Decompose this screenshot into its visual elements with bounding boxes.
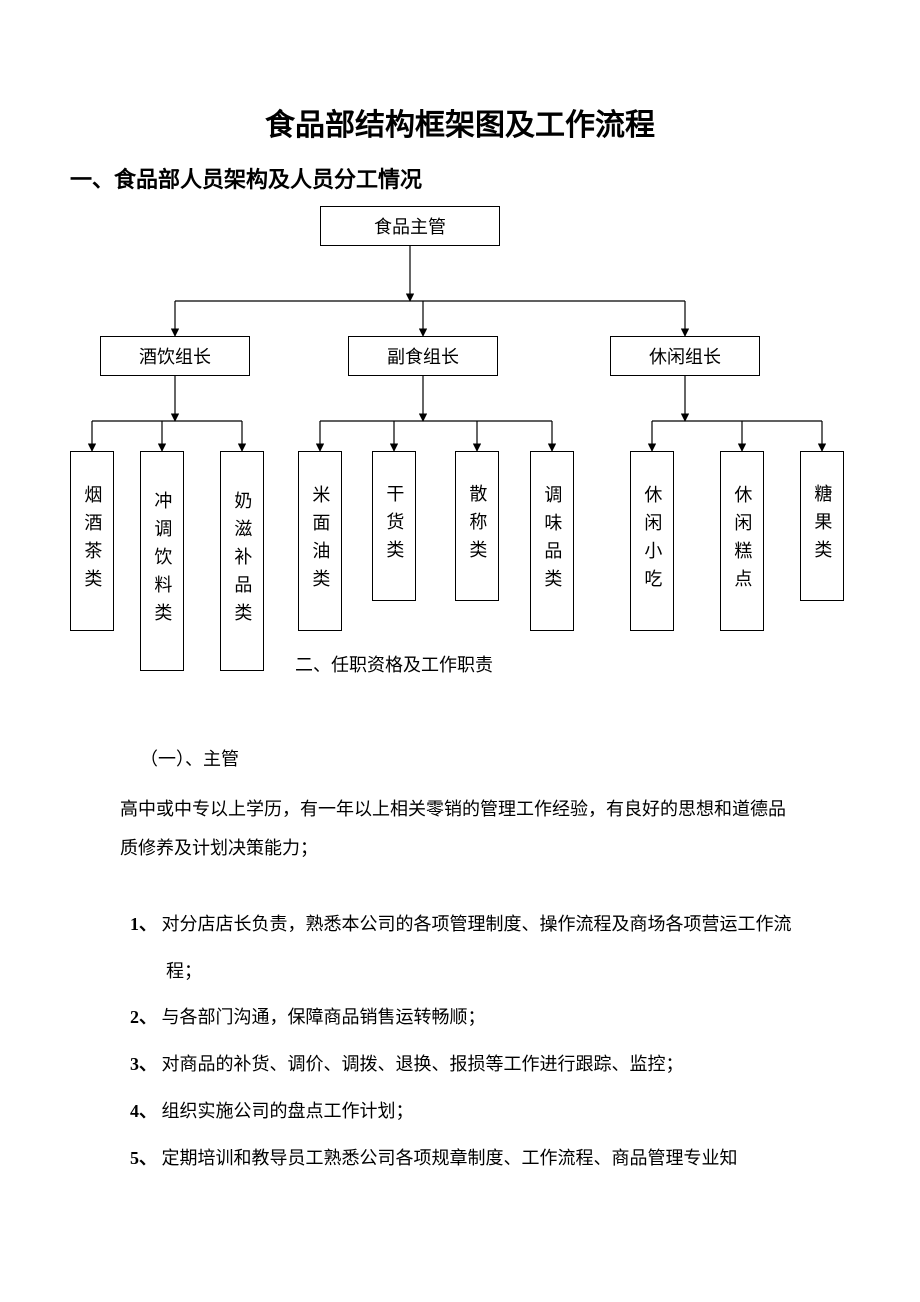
org-node-c3: 奶滋补品类 — [220, 451, 264, 671]
org-node-c1: 烟酒茶类 — [70, 451, 114, 631]
section2-heading: 二、任职资格及工作职责 — [295, 651, 493, 677]
responsibility-item: 1、 对分店店长负责，熟悉本公司的各项管理制度、操作流程及商场各项营运工作流程； — [130, 901, 800, 995]
org-node-g2: 副食组长 — [348, 336, 498, 376]
responsibility-item: 4、 组织实施公司的盘点工作计划； — [130, 1088, 800, 1135]
org-chart: 二、任职资格及工作职责 食品主管酒饮组长 副食组长 休闲组长烟酒茶类冲调饮料类奶滋补… — [70, 206, 850, 716]
org-node-c5: 干货类 — [372, 451, 416, 601]
responsibility-item: 5、 定期培训和教导员工熟悉公司各项规章制度、工作流程、商品管理专业知 — [130, 1135, 800, 1182]
qualification-text: 高中或中专以上学历，有一年以上相关零销的管理工作经验，有良好的思想和道德品质修养… — [120, 790, 800, 869]
responsibility-item: 3、 对商品的补货、调价、调拨、退换、报损等工作进行跟踪、监控； — [130, 1041, 800, 1088]
org-node-g1: 酒饮组长 — [100, 336, 250, 376]
org-node-c6: 散称类 — [455, 451, 499, 601]
sub-heading-supervisor: （一）、主管 — [140, 740, 800, 780]
org-node-root: 食品主管 — [320, 206, 500, 246]
org-node-c4: 米面油类 — [298, 451, 342, 631]
org-node-c2: 冲调饮料类 — [140, 451, 184, 671]
org-node-c7: 调味品类 — [530, 451, 574, 631]
org-node-c10: 糖果类 — [800, 451, 844, 601]
org-node-g3: 休闲组长 — [610, 336, 760, 376]
org-node-c9: 休闲糕点 — [720, 451, 764, 631]
section1-heading: 一、食品部人员架构及人员分工情况 — [70, 162, 850, 194]
doc-title: 食品部结构框架图及工作流程 — [70, 100, 850, 144]
responsibilities-list: 1、 对分店店长负责，熟悉本公司的各项管理制度、操作流程及商场各项营运工作流程；… — [130, 901, 800, 1182]
org-node-c8: 休闲小吃 — [630, 451, 674, 631]
responsibility-item: 2、 与各部门沟通，保障商品销售运转畅顺； — [130, 994, 800, 1041]
